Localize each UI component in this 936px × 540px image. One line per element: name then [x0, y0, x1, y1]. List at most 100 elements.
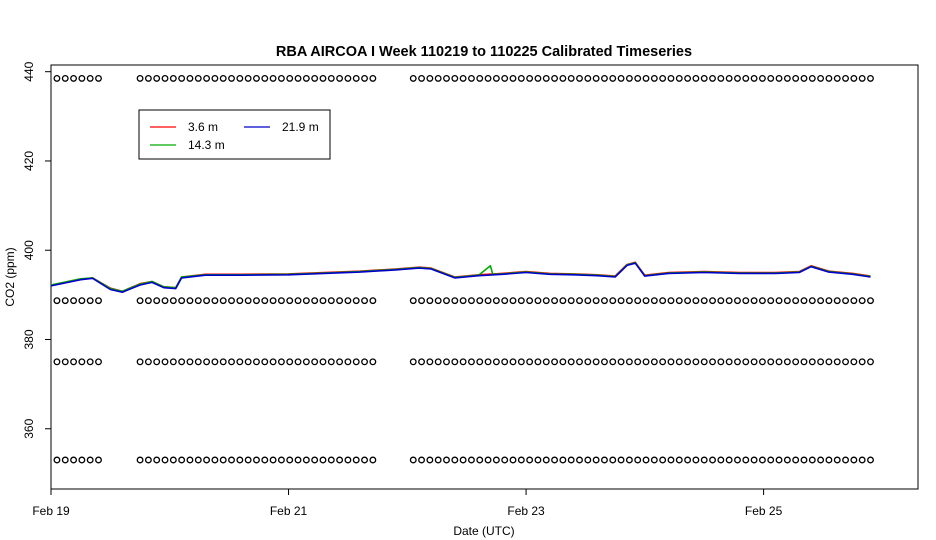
calibration-point — [86, 456, 94, 464]
calibration-point — [476, 456, 484, 464]
calibration-point — [551, 358, 559, 366]
calibration-point — [825, 456, 833, 464]
calibration-point — [659, 74, 667, 82]
calibration-point — [169, 297, 177, 305]
calibration-point — [244, 456, 252, 464]
calibration-point — [825, 297, 833, 305]
chart-title: RBA AIRCOA I Week 110219 to 110225 Calib… — [276, 44, 692, 60]
calibration-point — [352, 297, 360, 305]
calibration-point — [409, 358, 417, 366]
calibration-point — [169, 456, 177, 464]
calibration-point — [717, 358, 725, 366]
calibration-point — [61, 74, 69, 82]
calibration-point — [78, 456, 86, 464]
calibration-point — [361, 456, 368, 464]
calibration-point — [783, 297, 791, 305]
calibration-point — [211, 456, 219, 464]
calibration-point — [717, 297, 725, 305]
calibration-point — [409, 456, 417, 464]
calibration-point — [509, 74, 517, 82]
calibration-point — [426, 456, 434, 464]
calibration-point — [228, 358, 235, 366]
calibration-point — [319, 456, 327, 464]
calibration-point — [95, 456, 102, 464]
calibration-point — [467, 297, 475, 305]
calibration-point — [344, 358, 352, 366]
calibration-point — [186, 297, 194, 305]
calibration-point — [261, 297, 269, 305]
calibration-points — [53, 74, 874, 464]
calibration-point — [277, 456, 285, 464]
y-tick-label: 420 — [22, 151, 36, 171]
calibration-point — [136, 74, 144, 82]
calibration-point — [302, 358, 310, 366]
calibration-point — [800, 358, 808, 366]
calibration-point — [286, 74, 294, 82]
calibration-point — [534, 74, 542, 82]
calibration-point — [601, 297, 608, 305]
calibration-point — [492, 297, 500, 305]
calibration-point — [277, 74, 285, 82]
calibration-point — [344, 456, 352, 464]
calibration-point — [667, 297, 675, 305]
calibration-point — [186, 74, 194, 82]
calibration-point — [850, 297, 858, 305]
calibration-point — [559, 74, 567, 82]
calibration-point — [369, 297, 377, 305]
legend: 3.6 m 21.9 m 14.3 m — [138, 109, 331, 160]
calibration-point — [775, 456, 783, 464]
y-tick-label: 360 — [22, 418, 36, 438]
calibration-point — [734, 297, 741, 305]
calibration-point — [517, 456, 525, 464]
calibration-point — [95, 297, 102, 305]
calibration-point — [319, 297, 327, 305]
calibration-point — [236, 358, 244, 366]
calibration-point — [625, 74, 633, 82]
calibration-point — [269, 456, 277, 464]
calibration-point — [800, 456, 808, 464]
calibration-point — [426, 297, 434, 305]
calibration-point — [692, 456, 700, 464]
calibration-point — [236, 74, 244, 82]
calibration-point — [750, 456, 758, 464]
calibration-point — [244, 74, 252, 82]
calibration-point — [418, 297, 426, 305]
calibration-point — [169, 358, 177, 366]
calibration-point — [742, 297, 750, 305]
calibration-point — [675, 74, 683, 82]
calibration-point — [269, 358, 277, 366]
calibration-point — [253, 297, 260, 305]
calibration-point — [775, 74, 783, 82]
calibration-point — [659, 358, 667, 366]
calibration-point — [684, 358, 692, 366]
calibration-point — [194, 358, 202, 366]
x-axis-label: Date (UTC) — [453, 524, 514, 538]
calibration-point — [642, 297, 650, 305]
calibration-point — [792, 297, 800, 305]
calibration-point — [228, 74, 235, 82]
calibration-point — [725, 358, 733, 366]
calibration-point — [186, 456, 194, 464]
calibration-point — [286, 297, 294, 305]
calibration-point — [228, 456, 235, 464]
calibration-point — [352, 456, 360, 464]
calibration-point — [153, 456, 161, 464]
calibration-point — [617, 74, 625, 82]
calibration-point — [203, 456, 211, 464]
calibration-point — [236, 297, 244, 305]
calibration-point — [443, 358, 450, 366]
calibration-point — [169, 74, 177, 82]
calibration-point — [559, 456, 567, 464]
calibration-point — [161, 456, 169, 464]
calibration-point — [592, 456, 600, 464]
calibration-point — [459, 297, 467, 305]
calibration-point — [484, 297, 492, 305]
calibration-point — [336, 456, 344, 464]
calibration-point — [277, 297, 285, 305]
calibration-point — [467, 74, 475, 82]
calibration-point — [625, 297, 633, 305]
calibration-point — [294, 456, 302, 464]
calibration-point — [817, 358, 825, 366]
calibration-point — [178, 358, 186, 366]
calibration-point — [675, 358, 683, 366]
